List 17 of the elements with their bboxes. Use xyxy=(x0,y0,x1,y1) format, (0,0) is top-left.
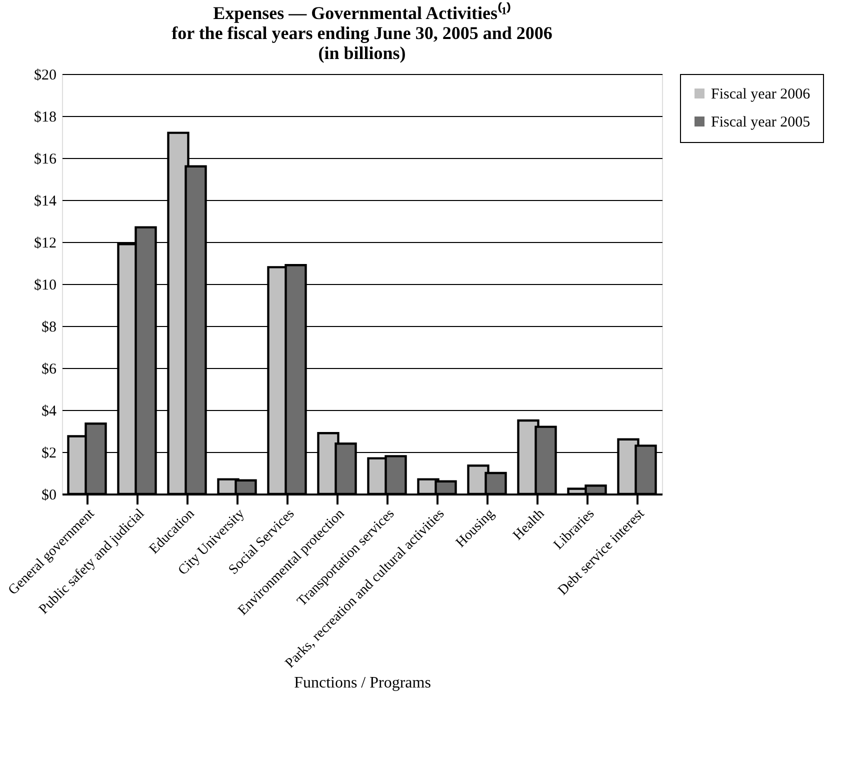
y-tick-label: $18 xyxy=(34,110,56,126)
y-tick-label: $0 xyxy=(42,488,56,504)
legend-label: Fiscal year 2005 xyxy=(711,114,810,130)
text: for the fiscal years ending June 30, 2005 and 2006 xyxy=(172,23,552,43)
y-tick-label: $16 xyxy=(34,152,57,168)
text: Expenses — Governmental Activities⁽¹⁾ xyxy=(213,3,511,23)
y-tick-label: $2 xyxy=(42,446,56,462)
text: (in billions) xyxy=(318,43,406,63)
y-tick-label: $4 xyxy=(42,404,57,420)
y-tick-label: $6 xyxy=(42,362,57,378)
legend-label: Fiscal year 2006 xyxy=(711,86,811,102)
y-tick-label: $12 xyxy=(34,236,56,252)
y-tick-label: $8 xyxy=(42,320,56,336)
y-tick-label: $20 xyxy=(34,68,56,84)
x-axis-title: Functions / Programs xyxy=(294,674,431,692)
y-tick-label: $10 xyxy=(34,278,56,294)
y-tick-label: $14 xyxy=(34,194,57,210)
